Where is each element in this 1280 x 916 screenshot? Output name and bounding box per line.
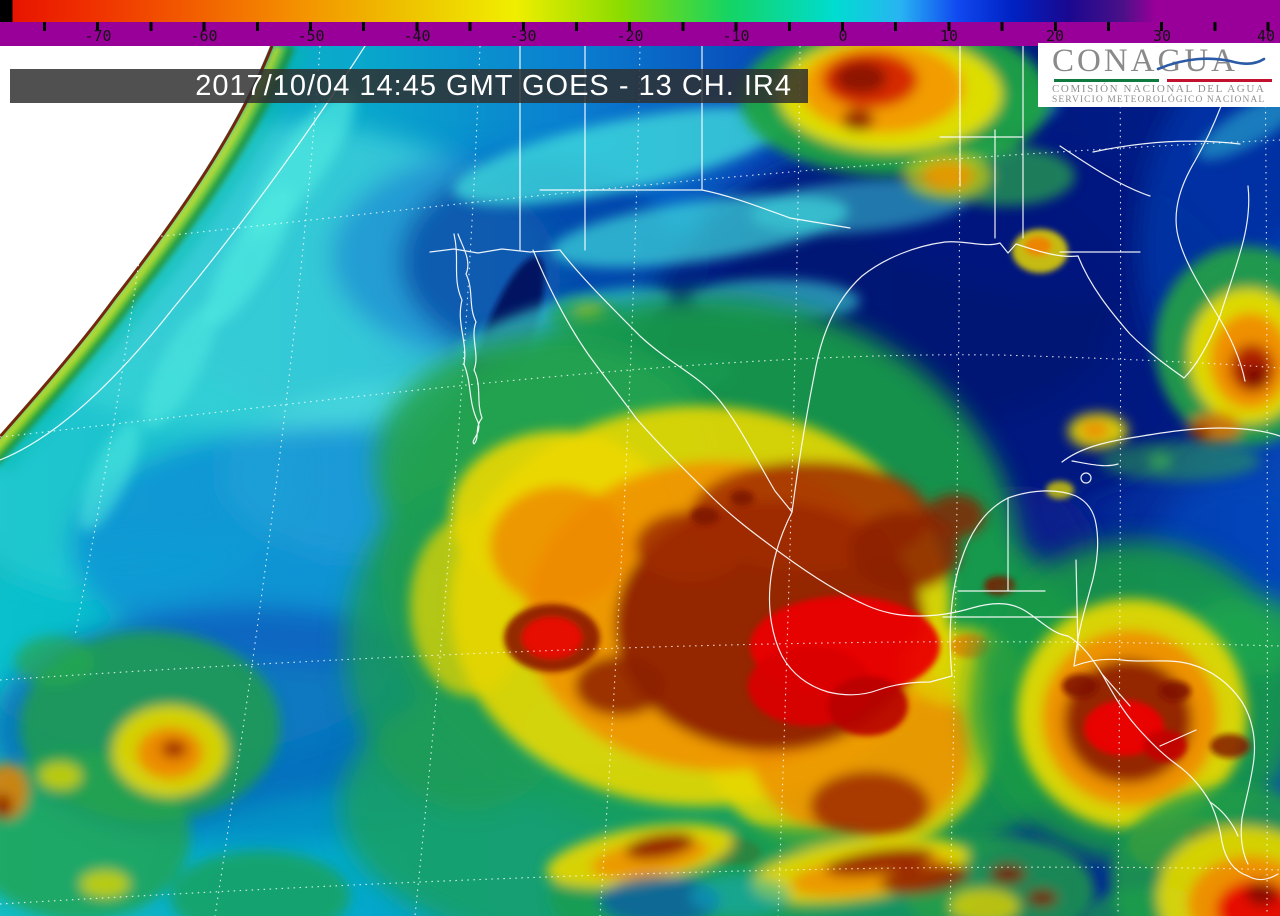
scale-tick-label: 0 bbox=[838, 27, 848, 45]
conagua-wordmark: CONAGUA bbox=[1052, 43, 1238, 79]
storm-system-central-mexico bbox=[340, 229, 1090, 916]
temperature-scale-strip: -70 -60 -50 -40 -30 -20 -10 0 10 20 30 4… bbox=[0, 22, 1280, 46]
scale-tick-marks bbox=[43, 22, 1273, 31]
timestamp-text: 2017/10/04 14:45 GMT GOES - 13 CH. IR4 bbox=[195, 69, 792, 102]
cloud-band-bottom bbox=[546, 823, 1095, 916]
storm-cell-bottom-right bbox=[1082, 786, 1280, 916]
scale-tick-label: 40 bbox=[1256, 27, 1276, 45]
logo-divider bbox=[1054, 79, 1272, 82]
logo-divider-red bbox=[1167, 79, 1272, 82]
scale-tick-label: -70 bbox=[84, 27, 112, 45]
timestamp-bar: 2017/10/04 14:45 GMT GOES - 13 CH. IR4 bbox=[10, 69, 808, 103]
space-white-region bbox=[0, 46, 270, 435]
scale-tick-label: -60 bbox=[190, 27, 218, 45]
graticule-grid bbox=[0, 46, 1280, 916]
scale-tick-label: -30 bbox=[509, 27, 537, 45]
scale-tick-label: 20 bbox=[1045, 27, 1065, 45]
scale-tick-label: 30 bbox=[1152, 27, 1172, 45]
logo-divider-green bbox=[1054, 79, 1159, 82]
scale-tick-label: -10 bbox=[722, 27, 750, 45]
satellite-scene bbox=[0, 46, 1280, 916]
logo-line2: SERVICIO METEOROLÓGICO NACIONAL bbox=[1052, 95, 1266, 105]
earth-limb bbox=[0, 46, 1260, 481]
scale-tick-label: 10 bbox=[939, 27, 959, 45]
satellite-image bbox=[0, 46, 1280, 916]
scale-tick-label: -40 bbox=[403, 27, 431, 45]
coastline-borders bbox=[0, 46, 1280, 881]
storm-cell-cuba-east bbox=[1068, 246, 1280, 469]
storm-cell-texas bbox=[740, 46, 1075, 206]
conagua-logo: CONAGUA COMISIÓN NACIONAL DEL AGUA SERVI… bbox=[1038, 43, 1280, 107]
logo-line1: COMISIÓN NACIONAL DEL AGUA bbox=[1052, 83, 1266, 95]
scale-tick-label: -20 bbox=[616, 27, 644, 45]
temperature-colorbar bbox=[0, 0, 1280, 22]
scale-tick-label: -50 bbox=[297, 27, 325, 45]
storm-cells-pacific-sw bbox=[0, 631, 350, 916]
